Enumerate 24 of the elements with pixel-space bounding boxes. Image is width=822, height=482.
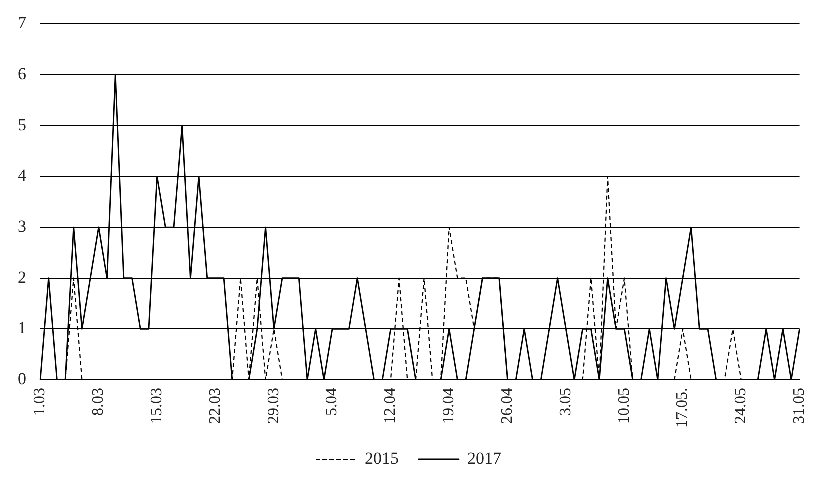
y-tick-label: 7 xyxy=(18,14,27,33)
x-tick-label: 3.05 xyxy=(557,388,574,416)
x-tick-label: 10.05 xyxy=(616,388,633,424)
x-tick-label: 8.03 xyxy=(90,388,108,416)
x-tick-label: 29.03 xyxy=(265,388,282,424)
y-tick-label: 2 xyxy=(18,268,26,287)
y-tick-label: 6 xyxy=(18,64,26,84)
x-tick-label: 19.04 xyxy=(440,388,458,424)
x-tick-label: 1.03 xyxy=(32,388,49,416)
x-tick-label: 26.04 xyxy=(498,388,516,424)
x-tick-label: 5.04 xyxy=(324,388,341,416)
y-tick-label: 3 xyxy=(18,216,26,236)
y-tick-label: 0 xyxy=(18,369,26,388)
x-tick-label: 31.05 xyxy=(791,388,808,424)
y-tick-label: 1 xyxy=(18,318,26,338)
x-tick-label: 22.03 xyxy=(206,388,224,424)
x-tick-label: 17.05. xyxy=(674,388,692,428)
legend-label: 2015 xyxy=(365,448,399,468)
x-tick-label: 15.03 xyxy=(148,388,166,424)
y-tick-label: 5 xyxy=(18,115,26,134)
legend-label: 2017 xyxy=(468,448,502,468)
y-tick-label: 4 xyxy=(18,166,27,186)
x-tick-label: 12.04 xyxy=(382,388,400,424)
x-tick-label: 24.05 xyxy=(732,388,750,424)
